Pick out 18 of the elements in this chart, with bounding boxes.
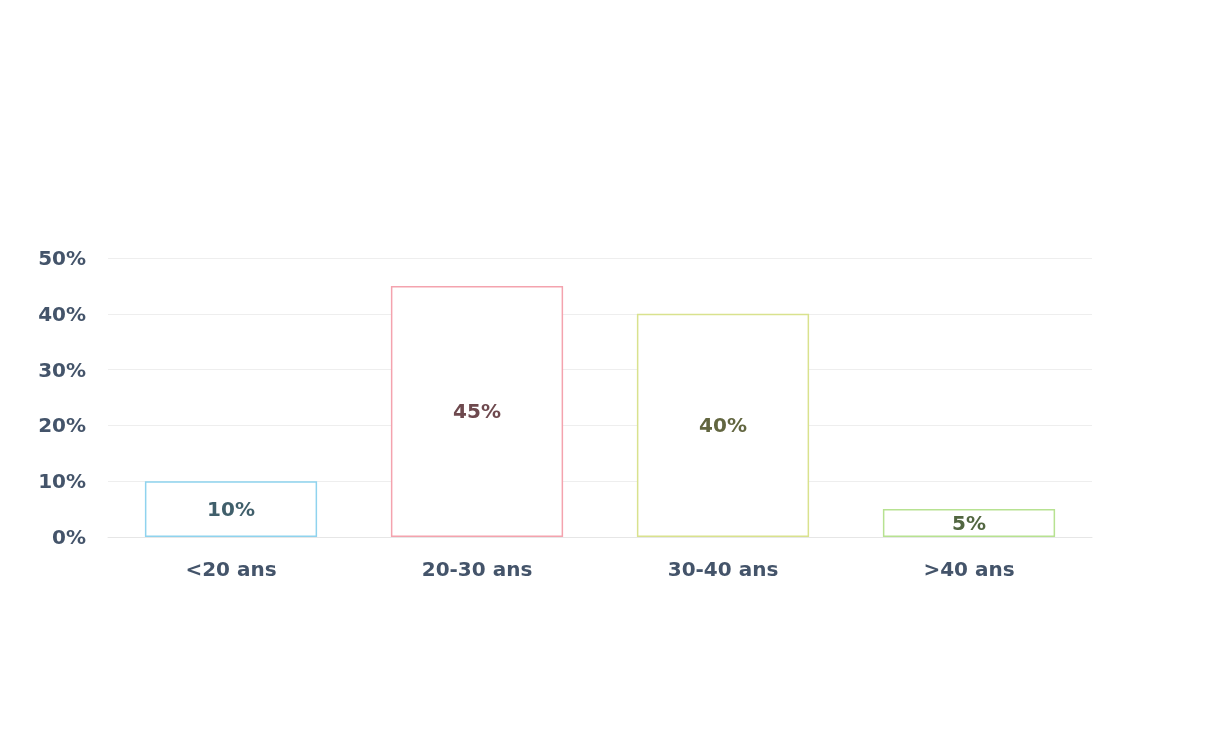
y-tick-label: 20%: [38, 413, 86, 438]
bar: [882, 509, 1056, 537]
x-tick-label: 20-30 ans: [421, 557, 533, 581]
y-tick-label: 0%: [52, 525, 86, 549]
data-label: 40%: [699, 413, 747, 438]
bar: [390, 285, 564, 537]
data-label: 45%: [453, 399, 501, 424]
y-tick-label: 10%: [38, 469, 86, 494]
data-label: 10%: [207, 497, 255, 522]
bar: [636, 313, 810, 537]
x-tick-label: >40 ans: [923, 557, 1015, 581]
y-tick-label: 30%: [38, 357, 86, 382]
bar: [144, 481, 318, 537]
y-tick-label: 50%: [38, 246, 86, 270]
x-tick-label: <20 ans: [185, 557, 277, 581]
y-tick-label: 40%: [38, 301, 86, 326]
x-tick-label: 30-40 ans: [667, 557, 779, 581]
data-label: 5%: [952, 511, 986, 536]
